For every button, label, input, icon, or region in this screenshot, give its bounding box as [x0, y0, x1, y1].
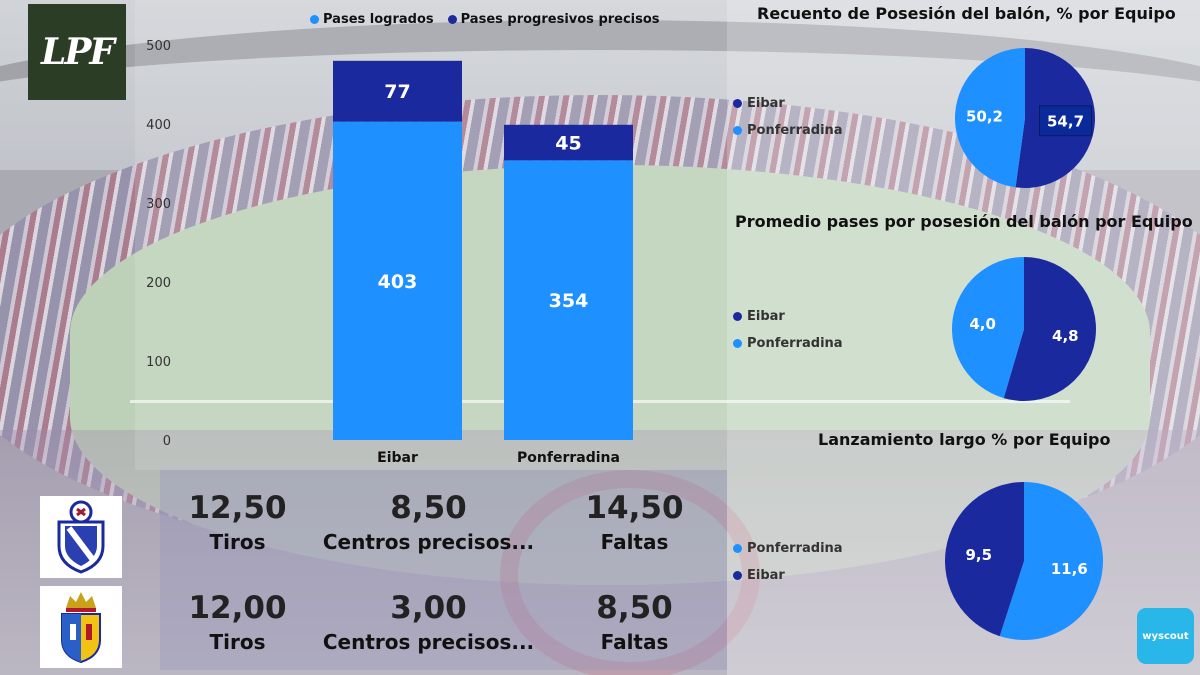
pie-title: Promedio pases por posesión del balón po…	[735, 212, 1193, 231]
stat-label: Centros precisos...	[322, 630, 535, 654]
bar-value-label: 45	[555, 133, 581, 155]
pie-value-label: 11,6	[1051, 560, 1088, 578]
stats-row-eibar: 12,50 Tiros 8,50 Centros precisos... 14,…	[160, 470, 727, 570]
eibar-badge	[40, 496, 122, 578]
ponferradina-crest-icon	[61, 592, 101, 664]
legend-item: Pases logrados	[310, 12, 434, 27]
pie-legend-item: Ponferradina	[733, 117, 843, 144]
legend-dot	[733, 571, 742, 580]
stat-value: 3,00	[390, 590, 467, 626]
stats-table: 12,50 Tiros 8,50 Centros precisos... 14,…	[160, 470, 727, 670]
eibar-crest-icon	[57, 500, 105, 574]
y-tick-label: 400	[146, 118, 171, 133]
pie-slice	[945, 482, 1024, 637]
pie-chart-lanzamiento-largo: 11,6 9,5	[945, 482, 1103, 640]
bar-segment	[504, 160, 633, 440]
pie-legend-item: Eibar	[733, 303, 843, 330]
y-tick-label: 200	[146, 276, 171, 291]
pie-slice	[952, 257, 1024, 399]
pie-value-label: 4,8	[1052, 327, 1079, 345]
y-tick-label: 300	[146, 197, 171, 212]
category-label: Eibar	[377, 450, 418, 466]
stat-label: Tiros	[209, 630, 266, 654]
stat-value: 8,50	[390, 490, 467, 526]
stat-cell-faltas: 8,50 Faltas	[542, 570, 727, 670]
logo-text: LPF	[41, 31, 115, 73]
pie-legend-item: Ponferradina	[733, 535, 843, 562]
pie-legend: Eibar Ponferradina	[733, 90, 843, 144]
legend-dot	[447, 15, 457, 24]
pie-legend-label: Eibar	[747, 96, 785, 111]
legend-label: Pases logrados	[323, 12, 434, 27]
bar-legend: Pases logrados Pases progresivos preciso…	[310, 12, 660, 27]
bar-value-label: 403	[378, 271, 418, 293]
pie-legend-item: Eibar	[733, 562, 843, 589]
bar-segment	[333, 60, 462, 122]
pie-value-label: 9,5	[965, 546, 992, 564]
pie-legend-label: Eibar	[747, 309, 785, 324]
ponferradina-badge	[40, 586, 122, 668]
stat-cell-tiros: 12,50 Tiros	[160, 470, 315, 570]
legend-dot	[733, 339, 742, 348]
bar-segment	[504, 124, 633, 161]
y-tick-label: 500	[146, 39, 171, 54]
lpf-logo: LPF	[28, 4, 126, 100]
stats-row-ponferradina: 12,00 Tiros 3,00 Centros precisos... 8,5…	[160, 570, 727, 670]
stat-label: Faltas	[600, 530, 669, 554]
legend-dot	[310, 15, 319, 24]
pie-legend: Eibar Ponferradina	[733, 303, 843, 357]
stat-label: Faltas	[600, 630, 669, 654]
pie-value-label: 54,7	[1047, 113, 1084, 131]
stat-cell-faltas: 14,50 Faltas	[542, 470, 727, 570]
pie-value-label: 4,0	[969, 315, 996, 333]
bar-value-label: 77	[384, 81, 410, 103]
pie-legend-item: Ponferradina	[733, 330, 843, 357]
pie-legend: Ponferradina Eibar	[733, 535, 843, 589]
bar-value-label: 354	[549, 290, 589, 312]
pie-legend-label: Ponferradina	[747, 541, 843, 556]
pie-value-box	[1039, 105, 1093, 137]
bar-segment	[333, 121, 462, 440]
category-label: Ponferradina	[517, 450, 620, 466]
pie-value-label: 50,2	[966, 107, 1003, 125]
stat-cell-tiros: 12,00 Tiros	[160, 570, 315, 670]
legend-item: Pases progresivos precisos	[447, 12, 660, 27]
wyscout-text: wyscout	[1142, 630, 1189, 642]
stat-cell-centros: 8,50 Centros precisos...	[315, 470, 542, 570]
pie-slice	[999, 482, 1103, 640]
legend-dot	[733, 126, 742, 135]
pie-chart-pases-posesion: 4,8 4,0	[952, 257, 1096, 401]
pie-legend-label: Ponferradina	[747, 336, 843, 351]
pie-chart-posesion: 54,7 50,2	[954, 48, 1095, 188]
stat-value: 8,50	[596, 590, 673, 626]
pie-slice	[1003, 257, 1096, 401]
pie-legend-label: Ponferradina	[747, 123, 843, 138]
y-tick-label: 100	[146, 355, 171, 370]
legend-dot	[733, 312, 742, 321]
legend-dot	[733, 99, 742, 108]
stat-value: 12,50	[188, 490, 287, 526]
pie-legend-label: Eibar	[747, 568, 785, 583]
pie-slice	[954, 48, 1025, 188]
pie-title: Lanzamiento largo % por Equipo	[818, 430, 1111, 449]
stat-label: Tiros	[209, 530, 266, 554]
legend-dot	[733, 544, 742, 553]
pie-title: Recuento de Posesión del balón, % por Eq…	[757, 4, 1176, 23]
bar-chart: 0 100 200 300 400 500 403 77 Eibar 354 45 Ponferrad…	[146, 39, 633, 466]
stat-label: Centros precisos...	[322, 530, 535, 554]
legend-label: Pases progresivos precisos	[460, 12, 660, 27]
stat-cell-centros: 3,00 Centros precisos...	[315, 570, 542, 670]
wyscout-logo: wyscout	[1137, 608, 1194, 664]
stat-value: 12,00	[188, 590, 287, 626]
stat-value: 14,50	[585, 490, 684, 526]
y-tick-label: 0	[163, 434, 171, 449]
pie-legend-item: Eibar	[733, 90, 843, 117]
